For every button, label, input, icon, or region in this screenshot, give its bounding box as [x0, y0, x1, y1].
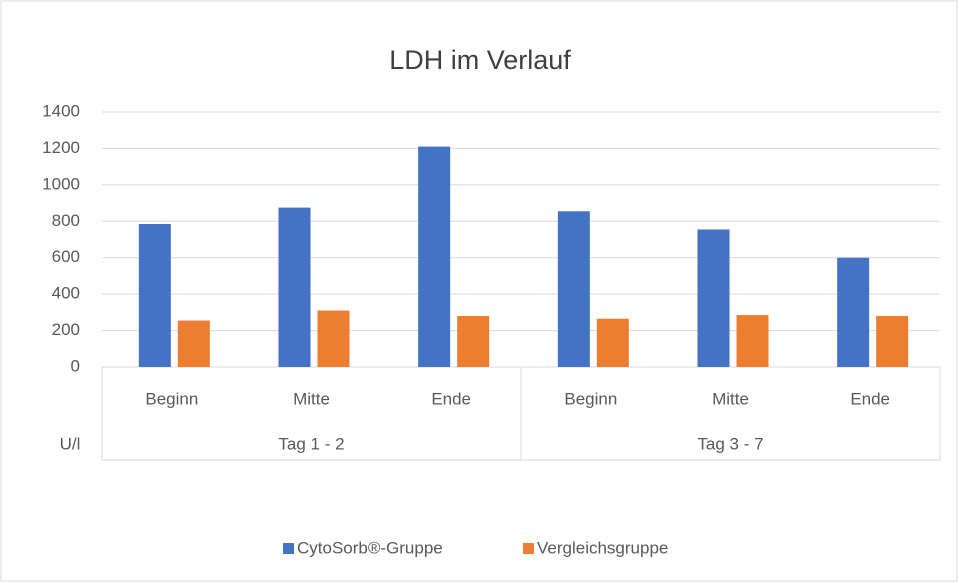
bar	[876, 316, 909, 367]
x-tick-label: Mitte	[712, 389, 749, 408]
legend-label: CytoSorb®-Gruppe	[297, 538, 443, 557]
bar	[837, 257, 870, 367]
legend-swatch	[523, 543, 534, 554]
y-tick-label: 800	[52, 211, 80, 230]
y-tick-label: 0	[71, 356, 80, 375]
x-tick-label: Mitte	[293, 389, 330, 408]
group-label: Tag 1 - 2	[278, 434, 344, 453]
bar	[457, 316, 490, 367]
x-tick-label: Beginn	[564, 389, 617, 408]
y-tick-label: 1200	[42, 138, 80, 157]
y-tick-label: 1000	[42, 174, 80, 193]
bar	[177, 320, 210, 367]
y-tick-label: 400	[52, 284, 80, 303]
bar	[736, 315, 769, 367]
x-tick-label: Beginn	[145, 389, 198, 408]
y-axis-label: U/l	[60, 434, 81, 453]
legend-swatch	[283, 543, 294, 554]
x-tick-label: Ende	[850, 389, 890, 408]
bar	[138, 224, 171, 367]
bar	[596, 318, 629, 367]
bar	[278, 207, 311, 367]
y-tick-label: 600	[52, 247, 80, 266]
bar	[418, 146, 451, 367]
legend-label: Vergleichsgruppe	[537, 538, 668, 557]
y-tick-label: 1400	[42, 101, 80, 120]
bar	[317, 310, 350, 367]
x-tick-label: Ende	[431, 389, 471, 408]
bar	[697, 229, 730, 367]
group-label: Tag 3 - 7	[697, 434, 763, 453]
y-tick-label: 200	[52, 320, 80, 339]
bar	[557, 211, 590, 367]
chart-title: LDH im Verlauf	[389, 45, 571, 75]
